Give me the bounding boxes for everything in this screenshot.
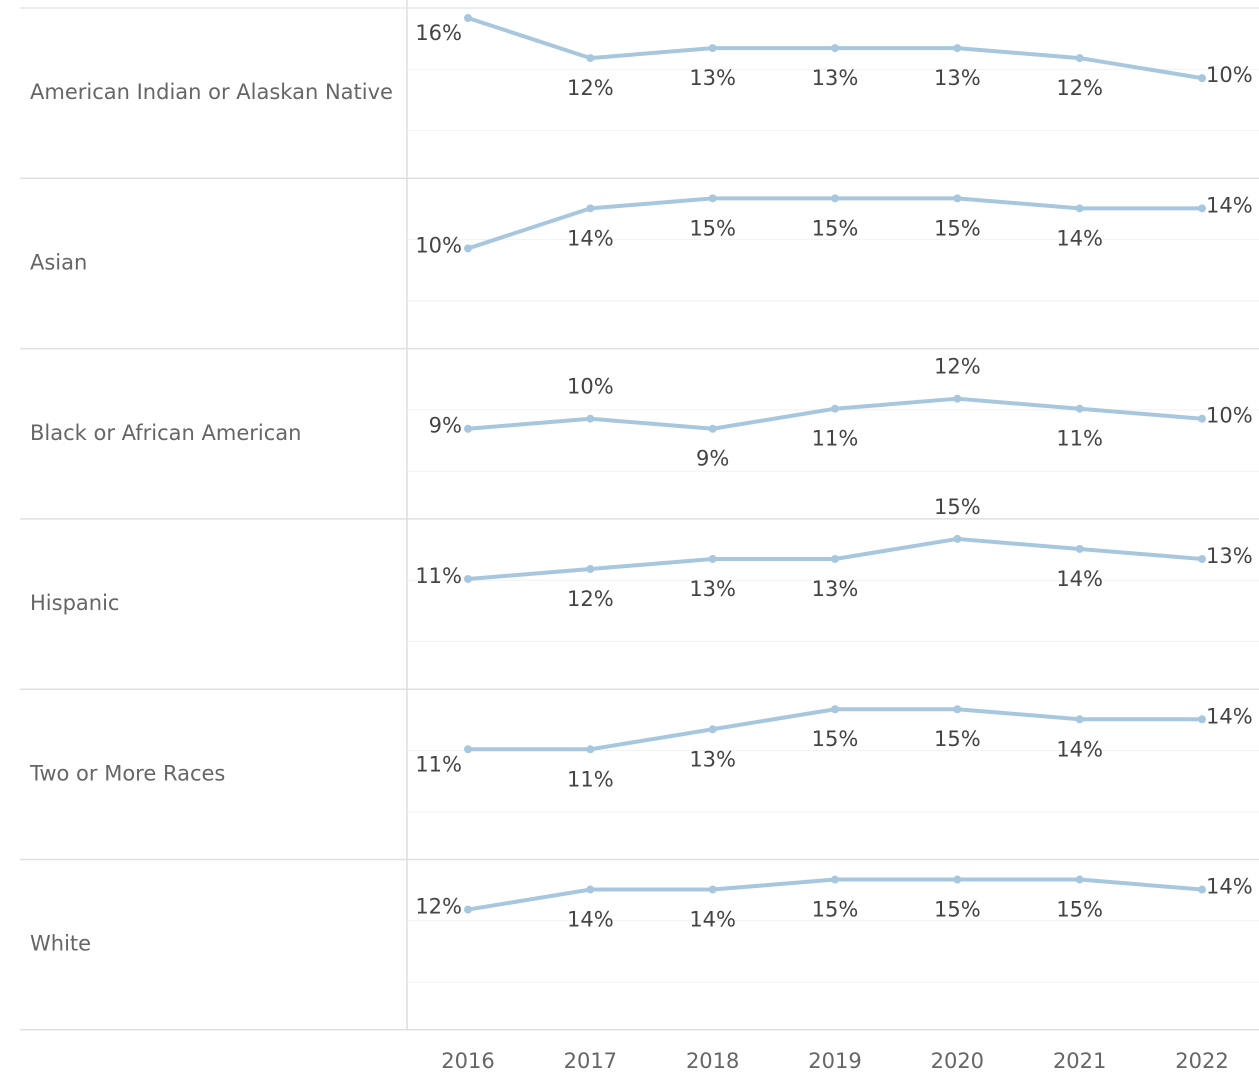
value-label: 14% [1056,737,1103,761]
value-label: 15% [812,727,859,751]
value-label: 12% [1056,76,1103,100]
row-label: Asian [30,250,87,274]
point [586,54,595,63]
point [464,14,472,23]
value-label: 11% [415,564,462,588]
value-label: 15% [812,216,859,240]
point [586,204,595,213]
value-label: 14% [1056,567,1103,591]
point [1198,715,1206,724]
value-label: 14% [567,908,614,932]
x-tick-label: 2022 [1175,1049,1228,1073]
x-tick-label: 2018 [686,1049,739,1073]
value-label: 14% [1206,193,1253,217]
point [586,414,595,423]
value-label: 10% [1206,404,1253,428]
value-label: 13% [689,747,736,771]
point [953,44,962,53]
x-tick-label: 2020 [931,1049,984,1073]
value-label: 13% [689,577,736,601]
value-label: 14% [1206,704,1253,728]
value-label: 11% [1056,427,1103,451]
point [953,705,962,714]
point [708,194,717,203]
point [1075,54,1084,63]
value-label: 13% [934,66,981,90]
point [1075,715,1084,724]
value-label: 13% [812,577,859,601]
x-tick-label: 2017 [564,1049,617,1073]
value-label: 13% [812,66,859,90]
point [586,745,595,754]
value-label: 12% [415,895,462,919]
value-label: 14% [567,226,614,250]
point [708,44,717,53]
x-tick-label: 2019 [808,1049,861,1073]
value-label: 10% [1206,63,1253,87]
point [1075,204,1084,213]
row-label: Two or More Races [29,761,225,785]
value-label: 15% [1056,898,1103,922]
row-label: White [30,932,91,956]
value-label: 15% [689,216,736,240]
value-label: 10% [415,233,462,257]
point [953,875,962,884]
value-label: 15% [934,216,981,240]
value-label: 12% [934,355,981,379]
value-label: 14% [1206,875,1253,899]
value-label: 15% [812,898,859,922]
point [464,745,472,754]
point [1198,885,1206,894]
point [831,194,839,203]
point [1198,554,1206,563]
value-label: 14% [1056,226,1103,250]
point [1075,404,1084,413]
point [708,725,717,734]
value-label: 15% [934,727,981,751]
series-line [467,396,1203,431]
value-label: 13% [689,66,736,90]
value-label: 12% [567,587,614,611]
point [831,875,839,884]
value-label: 11% [567,767,614,791]
point [953,534,962,543]
point [1075,544,1084,553]
row-label: Hispanic [30,591,119,615]
value-label: 14% [689,908,736,932]
row-label: Black or African American [30,421,301,445]
point [831,44,839,53]
x-tick-label: 2021 [1053,1049,1106,1073]
value-label: 9% [696,447,729,471]
value-label: 15% [934,898,981,922]
value-label: 11% [415,752,462,776]
value-label: 11% [812,427,859,451]
value-label: 9% [429,414,462,438]
point [586,564,595,573]
point [708,554,717,563]
value-label: 15% [934,495,981,519]
row-label: American Indian or Alaskan Native [30,80,393,104]
point [831,705,839,714]
point [1198,204,1206,213]
point [586,885,595,894]
value-label: 16% [415,21,462,45]
point [708,885,717,894]
point [1198,414,1206,423]
point [464,905,472,914]
point [831,404,839,413]
point [831,554,839,563]
point [1075,875,1084,884]
point [464,424,472,433]
point [708,424,717,433]
point [464,575,472,584]
point [1198,74,1206,83]
point [464,244,472,253]
value-label: 10% [567,375,614,399]
point [953,194,962,203]
point [953,394,962,403]
value-label: 12% [567,76,614,100]
x-tick-label: 2016 [441,1049,494,1073]
value-label: 13% [1206,544,1253,568]
